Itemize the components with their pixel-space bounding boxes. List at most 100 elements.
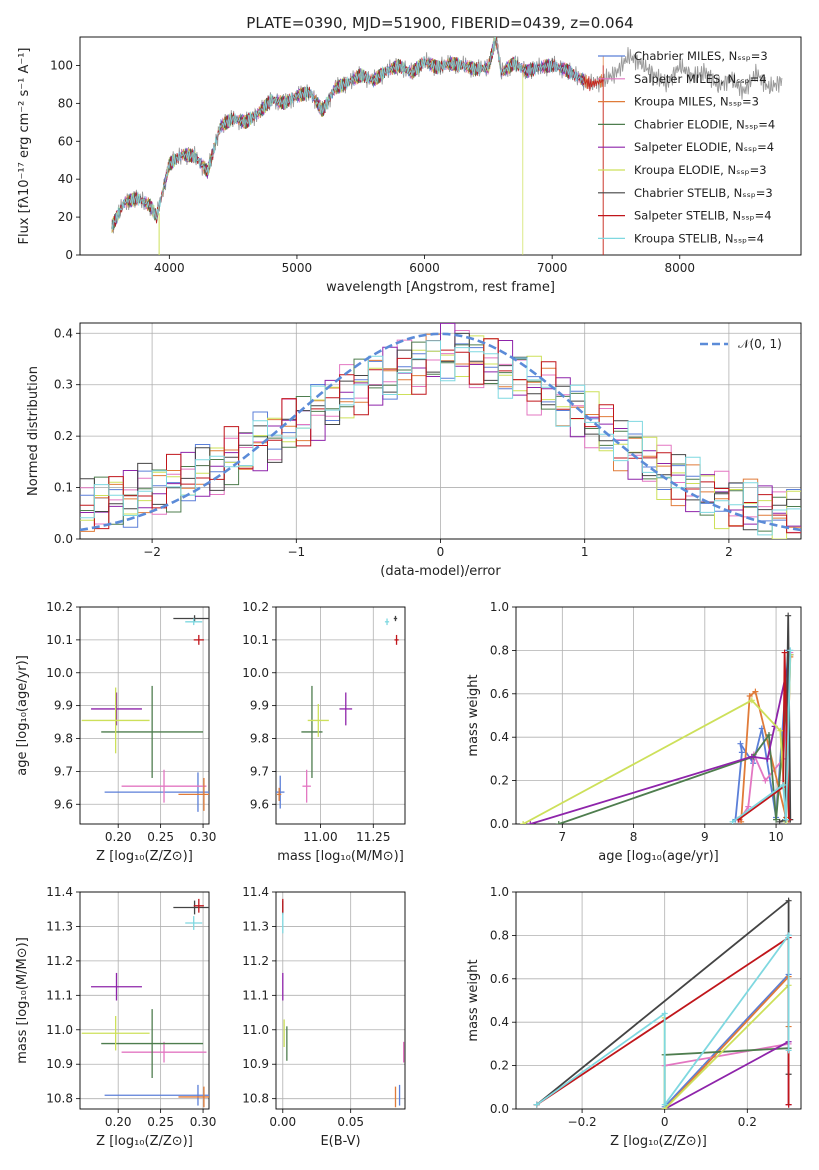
residuals-xlabel: (data-model)/error (380, 564, 501, 579)
z-weight-series-marker-8-4 (785, 1047, 792, 1054)
residuals-ytick-label-0: 0.0 (54, 532, 73, 546)
mass-age-frame (275, 606, 406, 825)
ebv-mass-xtick-label-0: 0.00 (269, 1115, 296, 1129)
age-weight-series-marker-7-2 (781, 649, 788, 656)
mass-age-ytick-label-3: 9.9 (250, 699, 269, 713)
spectrum-xtick-label-0: 4000 (154, 261, 185, 275)
z-weight-ytick-label-0: 0.0 (490, 1102, 509, 1116)
z-mass-point-2 (178, 1086, 209, 1108)
z-weight-xtick-label-2: 0.2 (738, 1115, 757, 1129)
ebv-mass-ytick-label-3: 11.1 (242, 988, 269, 1002)
residuals-plot-area (80, 323, 801, 539)
mass-age-ytick-label-4: 10.0 (242, 666, 269, 680)
mass-age-point-2 (277, 787, 282, 801)
spectrum-legend-label-1: Salpeter MILES, Nₛₛₚ=4 (634, 72, 767, 86)
z-mass-point-1 (121, 1041, 207, 1063)
age-weight-series-marker-3-3 (773, 816, 780, 823)
z-age-ytick-label-5: 10.1 (46, 633, 73, 647)
age-weight-series-marker-8-0 (729, 818, 736, 824)
z-age-xlabel: Z [log₁₀(Z/Z⊙)] (96, 849, 193, 864)
mass-age-ytick-label-6: 10.2 (242, 600, 269, 614)
z-mass-frame (79, 891, 210, 1110)
spectrum-ylabel: Flux [fλ10⁻¹⁷ erg cm⁻² s⁻¹ A⁻¹] (17, 48, 32, 245)
z-mass-xtick-label-1: 0.25 (147, 1115, 174, 1129)
ebv-mass-ytick-label-1: 10.9 (242, 1057, 269, 1071)
z-age-ytick-label-3: 9.9 (54, 699, 73, 713)
spectrum-plot-area (111, 37, 783, 255)
ebv-mass-xlabel: E(B-V) (320, 1134, 360, 1149)
z-mass-point-7 (193, 898, 204, 913)
age-weight-series-marker-1-1 (745, 803, 752, 810)
z-mass-ytick-label-2: 11.0 (46, 1023, 73, 1037)
z-weight-ytick-label-5: 1.0 (490, 885, 509, 899)
z-mass-plot-area (81, 898, 209, 1108)
residuals-ytick-label-2: 0.2 (54, 429, 73, 443)
residuals-xtick-label-3: 1 (581, 545, 589, 559)
z-mass-point-3 (101, 1009, 204, 1078)
mass-age-xtick-label-0: 11.00 (303, 830, 337, 844)
mass-age-point-3 (301, 685, 323, 778)
age-weight-series-marker-0-1 (738, 749, 745, 756)
residuals-xtick-label-0: −2 (143, 545, 161, 559)
age-weight-series-marker-3-0 (555, 821, 562, 824)
age-weight-xtick-label-1: 8 (630, 830, 638, 844)
spectrum-series-line-8 (111, 37, 584, 230)
age-weight-xtick-label-2: 9 (701, 830, 709, 844)
mass-age-point-5 (307, 703, 329, 737)
z-age-point-7 (193, 634, 204, 645)
age-weight-ytick-label-3: 0.6 (490, 687, 509, 701)
z-age-point-1 (121, 769, 207, 803)
z-weight-series-marker-8-2 (661, 1101, 668, 1108)
z-mass-point-4 (91, 972, 142, 1001)
z-age-point-5 (81, 687, 150, 754)
z-weight-series-line-6 (536, 898, 790, 1106)
age-weight-xtick-label-0: 7 (558, 830, 566, 844)
ebv-mass-ytick-label-2: 11.0 (242, 1023, 269, 1037)
z-weight-series-marker-8-3 (785, 932, 792, 939)
ebv-mass-ytick-label-5: 11.3 (242, 919, 269, 933)
z-age-point-8 (185, 618, 203, 626)
age-weight-series-marker-3-2 (765, 732, 772, 739)
ebv-mass-ytick-label-6: 11.4 (242, 885, 269, 899)
age-weight-series-marker-6-0 (776, 818, 783, 824)
spectrum-legend-label-4: Salpeter ELODIE, Nₛₛₚ=4 (634, 140, 774, 154)
ebv-mass-frame (275, 891, 406, 1110)
z-age-point-3 (101, 685, 204, 778)
spectrum-xlabel: wavelength [Angstrom, rest frame] (326, 280, 555, 295)
age-weight-ytick-label-0: 0.0 (490, 817, 509, 831)
spectrum-frame (79, 36, 802, 256)
z-weight-series-marker-8-1 (661, 1010, 668, 1017)
z-mass-ytick-label-0: 10.8 (46, 1092, 73, 1106)
z-weight-xlabel: Z [log₁₀(Z/Z⊙)] (610, 1134, 707, 1149)
mass-age-plot-area (276, 615, 399, 809)
residuals-xtick-label-1: −1 (287, 545, 305, 559)
z-age-point-2 (178, 777, 209, 811)
z-mass-point-0 (104, 1084, 209, 1106)
z-mass-xlabel: Z [log₁₀(Z/Z⊙)] (96, 1134, 193, 1149)
mass-age-ytick-label-0: 9.6 (250, 797, 269, 811)
mass-age-point-8 (384, 618, 390, 626)
z-mass-ytick-label-1: 10.9 (46, 1057, 73, 1071)
z-weight-ylabel: mass weight (466, 959, 481, 1041)
mass-age-point-7 (394, 634, 399, 645)
z-age-ytick-label-2: 9.8 (54, 732, 73, 746)
age-weight-series-marker-6-2 (785, 612, 792, 619)
age-weight-series-marker-2-1 (746, 692, 753, 699)
z-mass-point-5 (81, 1016, 150, 1051)
residuals-histogram-8 (80, 340, 801, 536)
z-age-ytick-label-1: 9.7 (54, 764, 73, 778)
age-weight-series-marker-2-2 (752, 688, 759, 695)
residuals-ylabel: Normed distribution (26, 366, 41, 496)
z-age-point-0 (104, 772, 209, 812)
mass-age-xtick-label-1: 11.25 (356, 830, 390, 844)
age-weight-series-marker-4-2 (764, 755, 771, 762)
age-weight-series-marker-8-1 (780, 781, 787, 788)
mass-age-point-4 (339, 692, 353, 726)
z-weight-series-marker-7-2 (785, 1101, 792, 1108)
mass-age-xlabel: mass [log₁₀(M/M⊙)] (277, 849, 404, 864)
spectrum-ytick-label-1: 20 (58, 210, 73, 224)
spectrum-legend-label-5: Kroupa ELODIE, Nₛₛₚ=3 (634, 163, 767, 177)
ebv-mass-ytick-label-4: 11.2 (242, 954, 269, 968)
z-age-point-6 (173, 615, 209, 622)
age-weight-series-line-8 (732, 650, 792, 823)
